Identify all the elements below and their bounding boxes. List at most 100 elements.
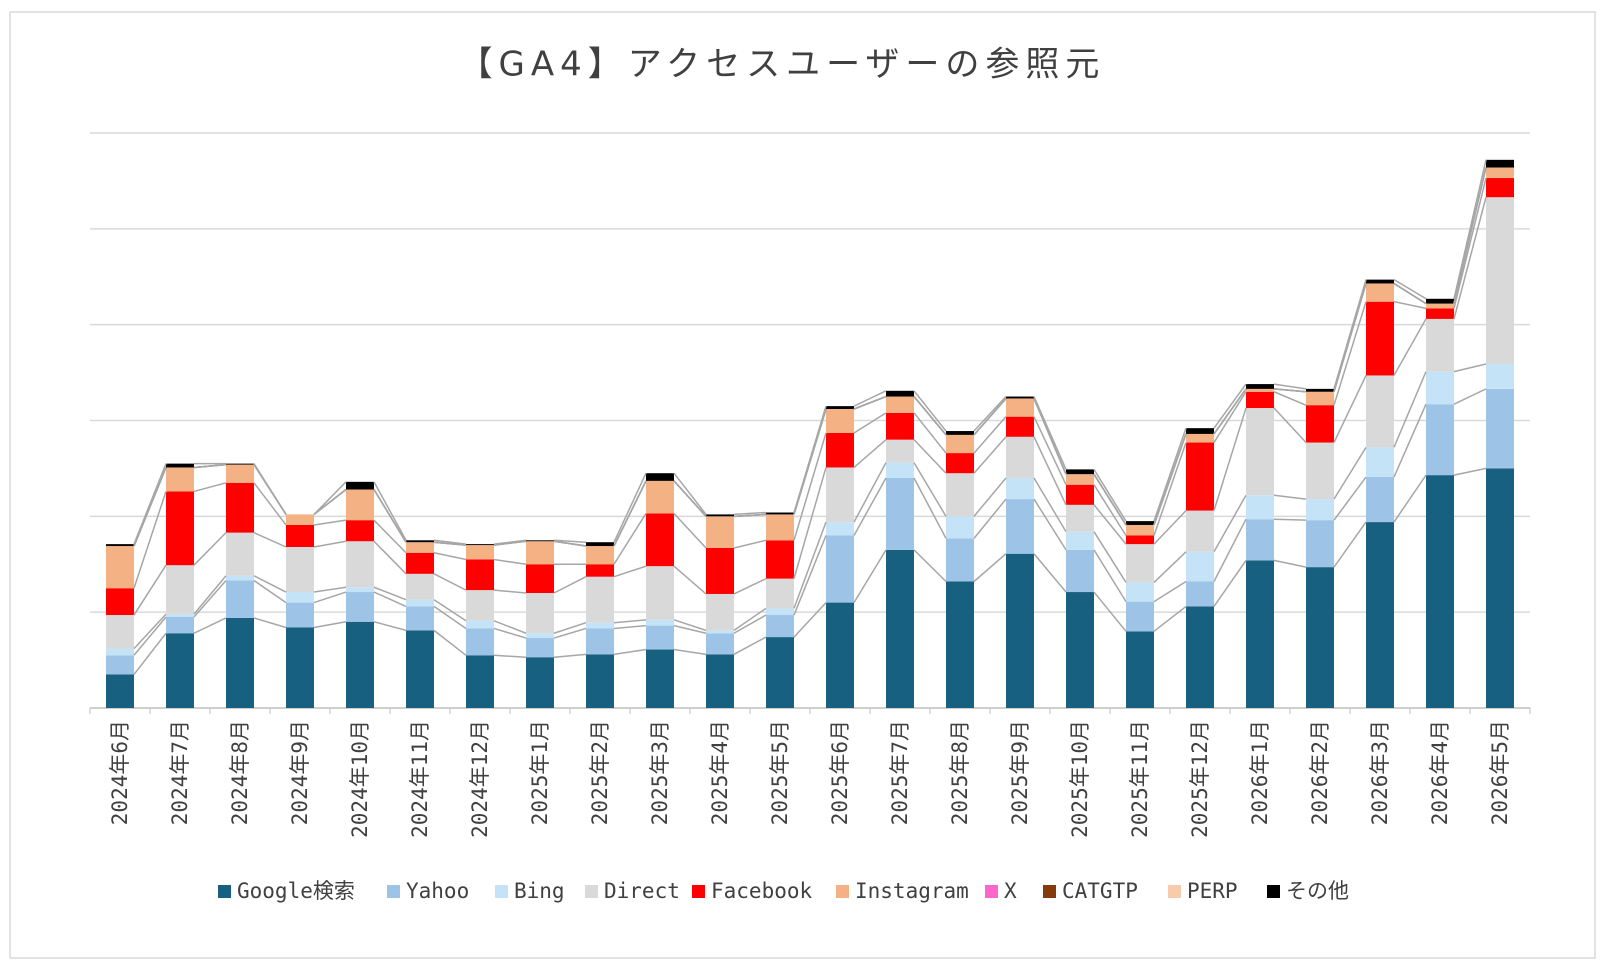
bar-segment: [1006, 553, 1034, 708]
series-line: [1213, 391, 1247, 443]
series-line: [793, 602, 827, 638]
series-line: [613, 565, 647, 578]
series-line: [1333, 521, 1367, 568]
series-line: [733, 614, 767, 634]
bar-segment: [1306, 388, 1334, 392]
series-line: [733, 636, 767, 655]
series-line: [373, 489, 407, 543]
series-line: [1453, 167, 1487, 304]
bar-segment: [766, 512, 794, 515]
legend-swatch: [1168, 885, 1181, 898]
bar-segment: [646, 480, 674, 514]
bar-segment: [1426, 303, 1454, 309]
bar-segment: [1366, 279, 1394, 284]
series-line: [1213, 383, 1247, 429]
series-line: [913, 390, 947, 432]
series-line: [133, 613, 167, 650]
bar-segment: [166, 616, 194, 634]
bar-segment: [1246, 391, 1274, 409]
bar-segment: [166, 491, 194, 566]
series-line: [433, 599, 467, 622]
series-line: [613, 480, 647, 547]
x-tick-label: 2025年10月: [1068, 720, 1092, 838]
bar-segment: [346, 481, 374, 490]
bar-segment: [1426, 371, 1454, 405]
legend-swatch: [218, 885, 231, 898]
x-tick-label: 2025年6月: [828, 720, 852, 825]
series-line: [553, 627, 587, 639]
bar-segment: [106, 655, 134, 675]
bar-segment: [286, 592, 314, 603]
bar-segment: [1186, 428, 1214, 434]
legend-swatch: [1043, 885, 1056, 898]
series-line: [913, 396, 947, 436]
series-line: [493, 539, 527, 545]
bar-segment: [1006, 416, 1034, 437]
bar-segment: [526, 657, 554, 708]
bar-segment: [646, 625, 674, 650]
x-tick-label: 2025年2月: [588, 720, 612, 825]
series-line: [373, 519, 407, 554]
bar-segment: [466, 628, 494, 656]
legend-swatch: [985, 885, 998, 898]
bar-segment: [1006, 478, 1034, 500]
bar-segment: [1486, 388, 1514, 469]
bar-segment: [1306, 520, 1334, 568]
bar-segment: [106, 544, 134, 547]
bar-segment: [1486, 197, 1514, 364]
legend-label: Instagram: [855, 879, 969, 903]
bar-segment: [826, 535, 854, 603]
series-line: [1273, 518, 1307, 521]
x-tick-label: 2024年6月: [108, 720, 132, 825]
bar-segment: [1366, 283, 1394, 302]
series-line: [1033, 498, 1067, 551]
legend-swatch: [387, 885, 400, 898]
bar-segment: [586, 628, 614, 655]
x-tick-label: 2026年1月: [1248, 720, 1272, 825]
bar-segment: [706, 630, 734, 634]
series-line: [913, 439, 947, 474]
series-line: [1393, 278, 1427, 300]
x-tick-label: 2024年8月: [228, 720, 252, 825]
bar-segment: [526, 540, 554, 542]
series-line: [1093, 468, 1127, 522]
bar-segment: [946, 538, 974, 582]
series-line: [793, 521, 827, 609]
series-line: [793, 535, 827, 616]
bar-segment: [1186, 442, 1214, 511]
series-line: [253, 463, 287, 515]
bar-segment: [766, 540, 794, 579]
series-line: [1273, 407, 1307, 444]
series-line: [1093, 473, 1127, 526]
series-line: [1093, 549, 1127, 603]
bar-segment: [886, 396, 914, 413]
bar-segment: [1246, 388, 1274, 392]
legend-label: Facebook: [711, 879, 813, 903]
series-line: [1333, 279, 1367, 390]
bar-segment: [1426, 298, 1454, 304]
bar-segment: [586, 564, 614, 577]
series-line: [313, 488, 347, 516]
bar-segment: [286, 602, 314, 628]
series-line: [133, 616, 167, 656]
series-line: [1033, 436, 1067, 506]
bar-segment: [1486, 468, 1514, 708]
bar-segment: [1246, 495, 1274, 520]
legend-swatch: [585, 885, 598, 898]
x-tick-label: 2025年3月: [648, 720, 672, 825]
series-line: [973, 397, 1007, 436]
bar-segment: [286, 524, 314, 547]
series-line: [1153, 433, 1187, 526]
series-line: [733, 513, 767, 518]
series-line: [433, 573, 467, 591]
series-line: [1093, 591, 1127, 632]
series-line: [1213, 518, 1247, 582]
bar-segment: [826, 432, 854, 468]
series-line: [253, 579, 287, 604]
series-line: [553, 653, 587, 658]
series-line: [853, 390, 887, 407]
series-line: [553, 621, 587, 634]
series-line: [853, 395, 887, 410]
series-line: [553, 539, 587, 543]
